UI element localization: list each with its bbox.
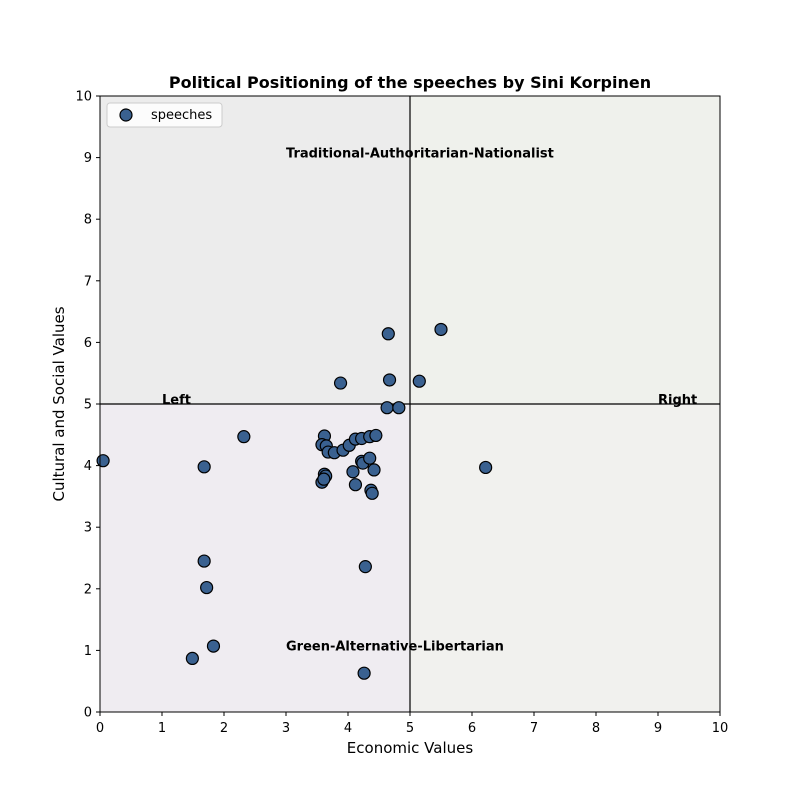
data-point <box>369 428 383 443</box>
x-tick-label: 10 <box>712 721 729 736</box>
y-tick-label: 4 <box>84 459 92 474</box>
x-axis-ticks: 0 1 2 3 4 5 6 7 8 9 10 <box>96 712 728 736</box>
data-point <box>197 554 211 568</box>
x-tick-label: 1 <box>158 721 166 736</box>
data-point <box>479 460 493 475</box>
data-point <box>200 580 214 595</box>
y-tick-label: 5 <box>84 398 92 413</box>
y-axis-label: Cultural and Social Values <box>50 306 68 501</box>
chart-title: Political Positioning of the speeches by… <box>169 73 651 92</box>
annotation-label: Traditional-Authoritarian-Nationalist <box>286 147 554 162</box>
y-tick-label: 0 <box>84 706 92 721</box>
quadrant-lower-left <box>100 404 410 712</box>
y-axis-ticks: 0 1 2 3 4 5 6 7 8 9 10 <box>75 90 100 721</box>
x-tick-label: 8 <box>592 721 600 736</box>
x-tick-label: 7 <box>530 721 538 736</box>
legend-marker <box>119 108 133 122</box>
data-points <box>96 322 493 680</box>
x-tick-label: 6 <box>468 721 476 736</box>
y-tick-label: 8 <box>84 213 92 228</box>
data-point <box>357 666 371 680</box>
quadrant-lower-right <box>410 404 720 712</box>
data-point <box>333 376 348 390</box>
data-point <box>392 401 406 415</box>
y-tick-label: 2 <box>84 582 92 597</box>
annotation-label: Green-Alternative-Libertarian <box>286 639 504 654</box>
annotations: Traditional-Authoritarian-Nationalist Gre… <box>162 147 697 655</box>
x-tick-label: 5 <box>406 721 414 736</box>
data-point <box>317 472 331 486</box>
y-tick-label: 6 <box>84 336 92 351</box>
annotation-label: Left <box>162 393 191 408</box>
y-tick-label: 3 <box>84 521 92 536</box>
x-tick-label: 9 <box>654 721 662 736</box>
y-tick-label: 9 <box>84 151 92 166</box>
y-tick-label: 1 <box>84 644 92 659</box>
y-tick-label: 10 <box>75 90 92 105</box>
data-point <box>380 401 394 415</box>
quadrant-upper-right <box>410 96 720 404</box>
x-tick-label: 4 <box>344 721 352 736</box>
data-point <box>358 560 372 574</box>
plot-background <box>100 96 720 712</box>
data-point <box>363 451 377 465</box>
data-point <box>365 486 379 500</box>
data-point <box>237 430 251 444</box>
data-point <box>382 373 397 387</box>
legend-box <box>106 102 223 128</box>
y-tick-label: 7 <box>84 274 92 289</box>
annotation-label: Right <box>658 393 697 408</box>
data-point <box>434 322 448 337</box>
data-point <box>206 639 221 653</box>
x-tick-label: 3 <box>282 721 290 736</box>
legend: speeches <box>106 102 223 128</box>
legend-label: speeches <box>151 108 212 123</box>
data-point <box>348 478 363 492</box>
data-point <box>412 374 426 388</box>
x-tick-label: 0 <box>96 721 104 736</box>
data-point <box>367 463 381 477</box>
data-point <box>346 465 360 479</box>
x-tick-label: 2 <box>220 721 228 736</box>
x-axis-label: Economic Values <box>347 739 474 757</box>
data-point <box>197 460 211 474</box>
quadrant-upper-left <box>100 96 410 404</box>
data-point <box>381 327 395 341</box>
data-point <box>96 454 110 468</box>
data-point <box>185 651 199 666</box>
